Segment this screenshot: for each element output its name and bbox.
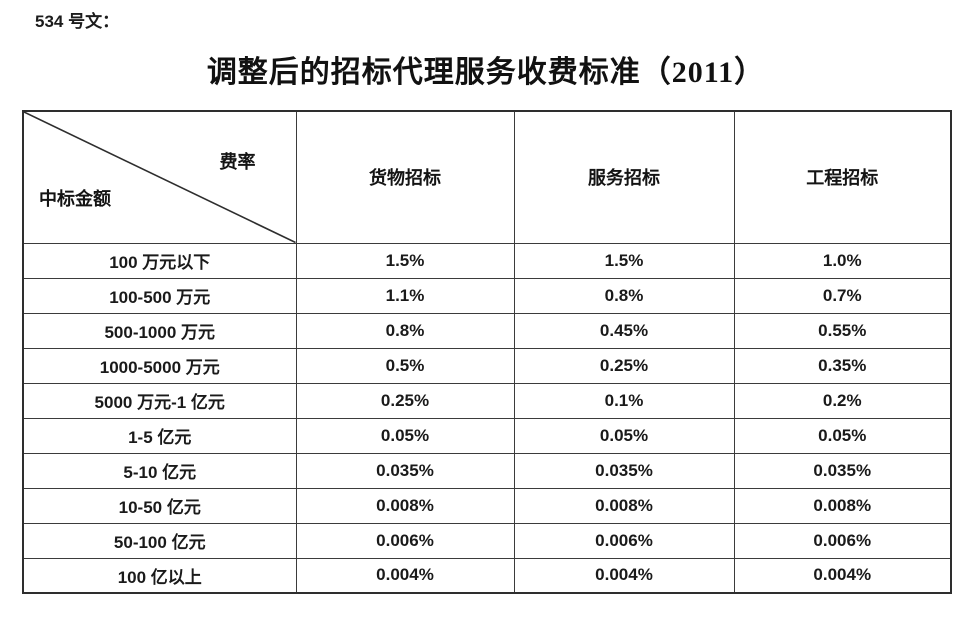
rate-cell-engineering: 0.05% — [733, 417, 952, 454]
rate-cell-goods: 0.8% — [295, 312, 515, 349]
rate-cell-services: 1.5% — [513, 242, 735, 279]
column-header-goods-bidding: 货物招标 — [295, 110, 515, 244]
rate-cell-services: 0.05% — [513, 417, 735, 454]
row-label-cell: 100-500 万元 — [22, 277, 297, 314]
diagonal-divider-line — [24, 112, 296, 243]
rate-cell-goods: 0.008% — [295, 487, 515, 524]
table-row: 100 万元以下 1.5% 1.5% 1.0% — [22, 242, 952, 279]
rate-cell-goods: 0.035% — [295, 452, 515, 489]
rate-cell-services: 0.006% — [513, 522, 735, 559]
table-row: 1000-5000 万元 0.5% 0.25% 0.35% — [22, 347, 952, 384]
table-row: 10-50 亿元 0.008% 0.008% 0.008% — [22, 487, 952, 524]
rate-cell-services: 0.25% — [513, 347, 735, 384]
row-label-cell: 1000-5000 万元 — [22, 347, 297, 384]
table-row: 500-1000 万元 0.8% 0.45% 0.55% — [22, 312, 952, 349]
rate-cell-engineering: 0.035% — [733, 452, 952, 489]
column-header-service-bidding: 服务招标 — [513, 110, 735, 244]
row-label-cell: 100 亿以上 — [22, 557, 297, 594]
rate-cell-goods: 0.05% — [295, 417, 515, 454]
doc-ref-label: 534 号文： — [35, 12, 120, 31]
rate-cell-engineering: 0.7% — [733, 277, 952, 314]
rate-cell-goods: 0.5% — [295, 347, 515, 384]
row-label-cell: 5000 万元-1 亿元 — [22, 382, 297, 419]
page-title: 调整后的招标代理服务收费标准（2011） — [206, 56, 766, 89]
rate-cell-engineering: 0.006% — [733, 522, 952, 559]
row-label-cell: 10-50 亿元 — [22, 487, 297, 524]
rate-cell-engineering: 0.55% — [733, 312, 952, 349]
rate-cell-services: 0.035% — [513, 452, 735, 489]
table-row: 100 亿以上 0.004% 0.004% 0.004% — [22, 557, 952, 594]
rate-cell-engineering: 0.2% — [733, 382, 952, 419]
rate-cell-engineering: 0.35% — [733, 347, 952, 384]
corner-label-amount: 中标金额 — [39, 188, 111, 209]
rate-cell-services: 0.1% — [513, 382, 735, 419]
rate-cell-goods: 0.004% — [295, 557, 515, 594]
rate-cell-engineering: 0.008% — [733, 487, 952, 524]
rate-cell-goods: 0.25% — [295, 382, 515, 419]
row-label-cell: 500-1000 万元 — [22, 312, 297, 349]
table-header-row: 费率 中标金额 货物招标 服务招标 工程招标 — [22, 110, 952, 244]
table-row: 1-5 亿元 0.05% 0.05% 0.05% — [22, 417, 952, 454]
table-row: 100-500 万元 1.1% 0.8% 0.7% — [22, 277, 952, 314]
rate-cell-engineering: 0.004% — [733, 557, 952, 594]
table-row: 5000 万元-1 亿元 0.25% 0.1% 0.2% — [22, 382, 952, 419]
row-label-cell: 50-100 亿元 — [22, 522, 297, 559]
rate-cell-services: 0.008% — [513, 487, 735, 524]
table-corner-cell: 费率 中标金额 — [22, 110, 297, 244]
fee-table-body: 100 万元以下 1.5% 1.5% 1.0% 100-500 万元 1.1% … — [22, 242, 952, 594]
fee-table: 费率 中标金额 货物招标 服务招标 工程招标 100 万元以下 1.5% 1.5… — [22, 110, 952, 594]
row-label-cell: 100 万元以下 — [22, 242, 297, 279]
row-label-cell: 5-10 亿元 — [22, 452, 297, 489]
table-row: 50-100 亿元 0.006% 0.006% 0.006% — [22, 522, 952, 559]
column-header-engineering-bidding: 工程招标 — [733, 110, 952, 244]
rate-cell-engineering: 1.0% — [733, 242, 952, 279]
rate-cell-services: 0.8% — [513, 277, 735, 314]
table-row: 5-10 亿元 0.035% 0.035% 0.035% — [22, 452, 952, 489]
row-label-cell: 1-5 亿元 — [22, 417, 297, 454]
rate-cell-services: 0.004% — [513, 557, 735, 594]
rate-cell-services: 0.45% — [513, 312, 735, 349]
rate-cell-goods: 1.1% — [295, 277, 515, 314]
rate-cell-goods: 0.006% — [295, 522, 515, 559]
rate-cell-goods: 1.5% — [295, 242, 515, 279]
corner-label-rate: 费率 — [219, 152, 256, 172]
